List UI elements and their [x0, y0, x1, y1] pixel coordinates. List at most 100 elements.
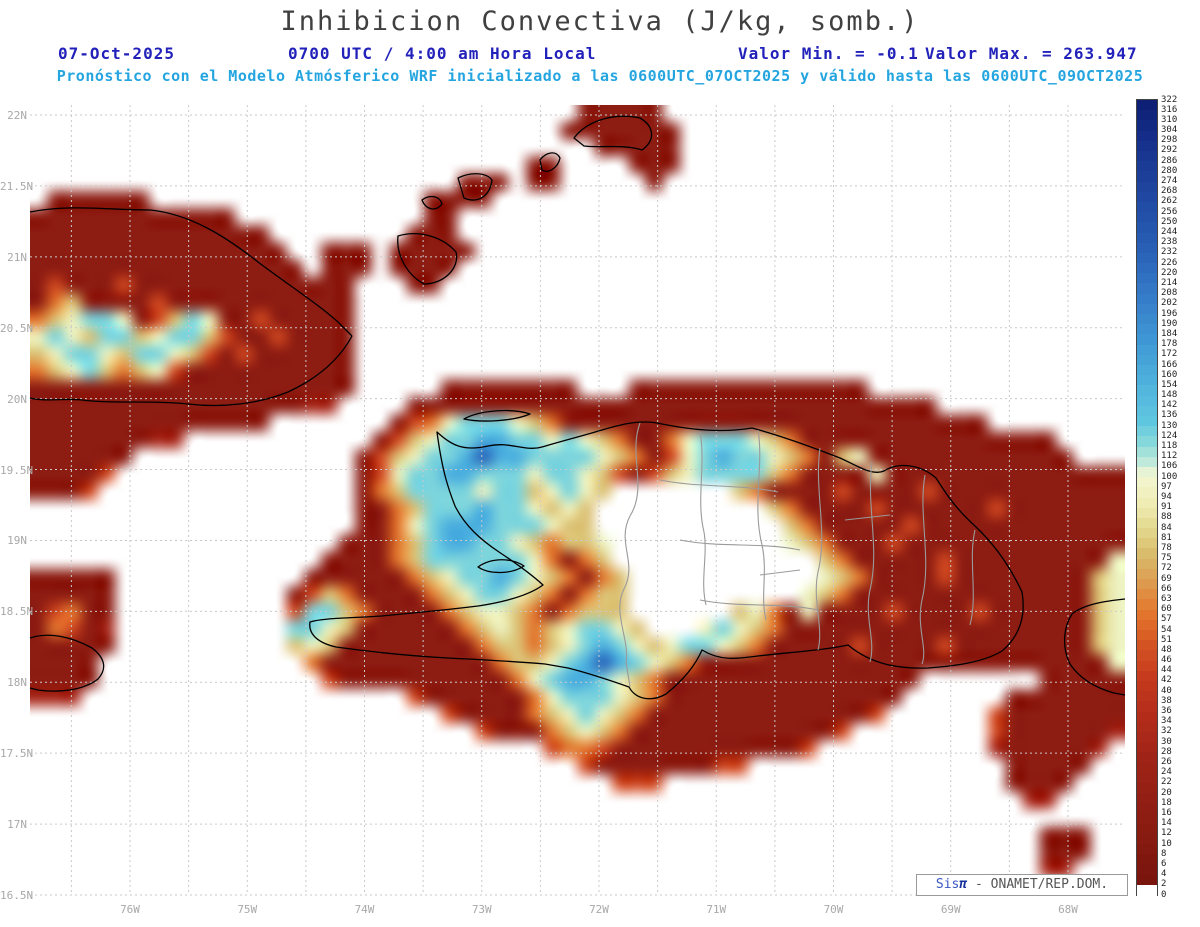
colorbar-swatch	[1137, 721, 1157, 733]
colorbar-tick-label: 100	[1161, 471, 1178, 482]
colorbar-swatch	[1137, 242, 1157, 254]
colorbar-tick-label: 172	[1161, 349, 1178, 360]
colorbar-tick-label: 322	[1161, 94, 1178, 105]
colorbar-swatch	[1137, 405, 1157, 417]
colorbar-tick-label: 34	[1161, 716, 1172, 727]
colorbar-swatch	[1137, 140, 1157, 152]
colorbar-swatch	[1137, 263, 1157, 274]
colorbar-tick-label: 28	[1161, 746, 1172, 757]
colorbar-tick-label: 4	[1161, 869, 1167, 880]
watermark-box: Sisπ - ONAMET/REP.DOM.	[916, 874, 1128, 896]
colorbar-swatch	[1137, 477, 1157, 488]
colorbar-swatch	[1137, 161, 1157, 172]
colorbar-tick-label: 94	[1161, 492, 1172, 502]
colorbar-tick-label: 6	[1161, 858, 1167, 869]
colorbar-tick-label: 2	[1161, 879, 1167, 890]
colorbar-tick-label: 24	[1161, 767, 1172, 778]
lat-tick-label: 20.5N	[0, 321, 34, 335]
colorbar-swatch	[1137, 354, 1157, 366]
colorbar-tick-label: 130	[1161, 420, 1178, 431]
colorbar-tick-label: 154	[1161, 379, 1178, 390]
colorbar-swatch	[1137, 680, 1157, 692]
colorbar-tick-label: 262	[1161, 196, 1178, 207]
colorbar-tick-label: 81	[1161, 532, 1172, 543]
colorbar-swatch	[1137, 497, 1157, 509]
colorbar-swatch	[1137, 528, 1157, 539]
colorbar-tick-label: 57	[1161, 614, 1172, 625]
lon-tick-label: 71W	[706, 903, 727, 916]
colorbar-tick-label: 8	[1161, 848, 1167, 859]
page-title: Inhibicion Convectiva (J/kg, somb.)	[280, 6, 920, 37]
colorbar-swatch	[1137, 548, 1157, 560]
colorbar-swatch	[1137, 314, 1157, 325]
colorbar-swatch	[1137, 854, 1157, 865]
colorbar-tick-label: 208	[1161, 288, 1178, 299]
colorbar-tick-label: 16	[1161, 807, 1172, 818]
colorbar-swatch	[1137, 813, 1157, 825]
colorbar-swatch	[1137, 466, 1157, 478]
colorbar-swatch	[1137, 864, 1157, 876]
colorbar-swatch	[1137, 303, 1157, 315]
colorbar-tick-label: 136	[1161, 410, 1178, 421]
colorbar-tick-label: 196	[1161, 308, 1178, 319]
colorbar-swatch	[1137, 844, 1157, 855]
colorbar-swatch	[1137, 772, 1157, 784]
colorbar-tick-label: 38	[1161, 695, 1172, 706]
colorbar-swatch	[1137, 579, 1157, 590]
lat-tick-label: 18.5N	[0, 605, 34, 619]
colorbar-tick-label: 238	[1161, 237, 1178, 248]
lat-tick-label: 17N	[7, 818, 27, 832]
colorbar-tick-label: 22	[1161, 777, 1172, 788]
colorbar-swatch	[1137, 446, 1157, 458]
colorbar-tick-label: 72	[1161, 563, 1172, 574]
lon-tick-label: 75W	[237, 903, 258, 916]
colorbar-swatch	[1137, 619, 1157, 631]
colorbar-swatch	[1137, 731, 1157, 743]
colorbar-tick-label: 26	[1161, 757, 1172, 767]
colorbar-tick-label: 112	[1161, 451, 1178, 462]
colorbar-tick-label: 292	[1161, 145, 1178, 156]
colorbar-tick-label: 44	[1161, 665, 1172, 676]
colorbar-tick-label: 88	[1161, 512, 1172, 523]
colorbar-swatch	[1137, 415, 1157, 427]
colorbar-tick-label: 18	[1161, 797, 1172, 808]
colorbar-swatch	[1137, 120, 1157, 132]
colorbar-tick-label: 178	[1161, 339, 1178, 350]
colorbar-swatch	[1137, 630, 1157, 641]
colorbar-swatch	[1137, 150, 1157, 162]
colorbar-swatch	[1137, 100, 1157, 111]
lon-tick-label: 70W	[823, 903, 844, 916]
lat-tick-label: 20N	[7, 392, 27, 406]
colorbar-tick-label: 48	[1161, 644, 1172, 655]
colorbar-swatch	[1137, 599, 1157, 611]
colorbar-tick-label: 42	[1161, 675, 1172, 686]
colorbar-tick-label: 256	[1161, 206, 1178, 217]
lat-tick-label: 21.5N	[0, 179, 34, 193]
colorbar-swatch	[1137, 538, 1157, 550]
colorbar-swatch	[1137, 752, 1157, 764]
colorbar-tick-label: 274	[1161, 176, 1178, 187]
colorbar-tick-label: 280	[1161, 165, 1178, 176]
colorbar-swatch	[1137, 874, 1157, 886]
colorbar-tick-label: 232	[1161, 247, 1178, 258]
colorbar-tick-label: 32	[1161, 726, 1172, 737]
colorbar-tick-label: 244	[1161, 227, 1178, 237]
value-min-label: Valor Min. = -0.1	[738, 44, 919, 63]
lon-tick-label: 73W	[471, 903, 492, 916]
lat-tick-label: 17.5N	[0, 747, 34, 761]
colorbar-swatch	[1137, 334, 1157, 346]
colorbar-swatch	[1137, 426, 1157, 437]
lat-tick-label: 16.5N	[0, 888, 34, 902]
colorbar-swatch	[1137, 517, 1157, 529]
colorbar-tick-label: 166	[1161, 359, 1178, 370]
colorbar-tick-label: 202	[1161, 298, 1178, 309]
colorbar-tick-label: 60	[1161, 604, 1172, 615]
colorbar-swatch	[1137, 212, 1157, 223]
value-max-label: Valor Max. = 263.947	[925, 44, 1138, 63]
model-subtitle: Pronóstico con el Modelo Atmósferico WRF…	[56, 67, 1144, 85]
colorbar-swatch	[1137, 283, 1157, 295]
colorbar-tick-label: 316	[1161, 104, 1178, 115]
colorbar-tick-label: 124	[1161, 430, 1178, 441]
colorbar-tick-label: 190	[1161, 318, 1178, 329]
colorbar-tick-label: 0	[1161, 889, 1167, 900]
